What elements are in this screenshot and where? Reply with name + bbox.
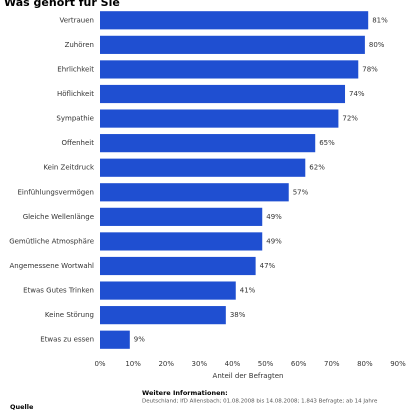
y-tick-label: Etwas zu essen [40, 336, 94, 344]
value-label: 72% [342, 115, 358, 123]
bar [100, 281, 236, 300]
info-text: Deutschland; IfD Allensbach; 01.08.2008 … [142, 399, 378, 405]
value-label: 41% [240, 287, 256, 295]
bar [100, 109, 339, 128]
y-tick-label: Einfühlungsvermögen [17, 188, 94, 196]
x-tick-label: 30% [192, 360, 208, 368]
value-label: 78% [362, 65, 378, 73]
y-tick-label: Gemütliche Atmosphäre [9, 237, 94, 245]
y-tick-label: Sympathie [56, 115, 94, 123]
value-label: 57% [293, 188, 309, 196]
value-label: 49% [266, 237, 282, 245]
value-label: 74% [349, 90, 365, 98]
bar [100, 158, 306, 177]
x-tick-label: 70% [324, 360, 340, 368]
bar [100, 35, 365, 54]
y-tick-label: Gleiche Wellenlänge [23, 213, 94, 221]
y-tick-label: Offenheit [61, 139, 94, 147]
bar [100, 60, 359, 79]
value-label: 65% [319, 139, 335, 147]
y-tick-label: Etwas Gutes Trinken [23, 287, 94, 295]
y-tick-label: Höflichkeit [57, 90, 94, 98]
x-tick-label: 50% [258, 360, 274, 368]
y-tick-label: Vertrauen [59, 16, 94, 24]
value-label: 38% [230, 311, 246, 319]
bar [100, 232, 263, 251]
bar [100, 134, 316, 153]
x-tick-label: 40% [225, 360, 241, 368]
value-label: 81% [372, 16, 388, 24]
bar [100, 330, 130, 349]
bar [100, 84, 346, 104]
value-label: 9% [134, 336, 145, 344]
y-tick-label: Zuhören [65, 41, 94, 49]
bar [100, 256, 256, 276]
value-label: 49% [266, 213, 282, 221]
x-tick-label: 80% [357, 360, 373, 368]
bar [100, 306, 226, 325]
y-tick-label: Kein Zeitdruck [43, 164, 95, 172]
source-title: Quelle [10, 403, 34, 411]
x-axis-title: Anteil der Befragten [213, 372, 284, 380]
y-tick-label: Keine Störung [45, 311, 94, 319]
info-title: Weitere Informationen: [142, 389, 228, 397]
value-label: 80% [369, 41, 385, 49]
chart-title: Was gehört für Sie [4, 0, 120, 9]
x-tick-label: 60% [291, 360, 307, 368]
x-tick-label: 10% [125, 360, 141, 368]
y-tick-label: Angemessene Wortwahl [10, 262, 95, 270]
bar [100, 207, 263, 226]
value-label: 47% [260, 262, 276, 270]
x-tick-label: 90% [390, 360, 406, 368]
bar [100, 11, 369, 30]
bar [100, 183, 289, 202]
y-tick-label: Ehrlichkeit [57, 65, 94, 73]
x-tick-label: 20% [158, 360, 174, 368]
value-label: 62% [309, 164, 325, 172]
x-tick-label: 0% [94, 360, 105, 368]
